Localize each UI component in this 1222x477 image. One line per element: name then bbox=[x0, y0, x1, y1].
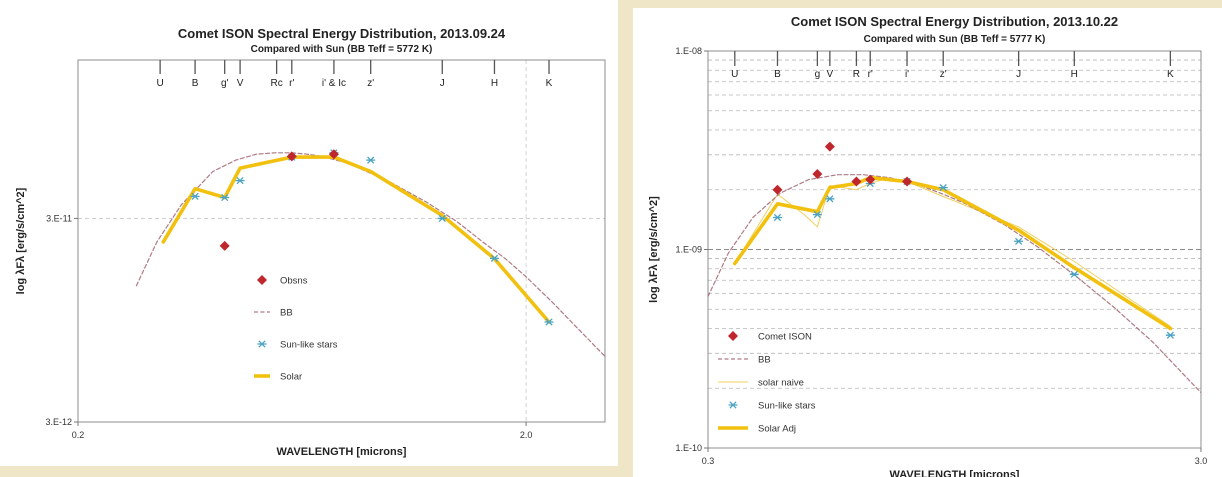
series-sun-like-stars-point bbox=[190, 192, 200, 200]
series-bb-line bbox=[708, 174, 1201, 394]
plot-group bbox=[135, 149, 605, 357]
legend-swatch-obsns bbox=[257, 275, 267, 285]
chart-title: Comet ISON Spectral Energy Distribution,… bbox=[791, 14, 1118, 29]
plot-group bbox=[708, 141, 1201, 394]
series-sun-like-stars-point bbox=[772, 213, 782, 222]
legend-label-solar: Solar bbox=[280, 372, 302, 383]
series-bb-line bbox=[135, 152, 605, 357]
chart-subtitle: Compared with Sun (BB Teff = 5772 K) bbox=[251, 44, 433, 55]
series-sun-like-stars-point bbox=[220, 193, 230, 202]
y-tick-label: 1.E-10 bbox=[675, 443, 702, 453]
series-comet-ison-point bbox=[865, 174, 876, 185]
plot-area bbox=[77, 59, 606, 423]
legend-label-sun-like-stars: Sun-like stars bbox=[758, 401, 816, 412]
y-tick-label: 3.E-11 bbox=[46, 213, 72, 223]
y-tick-label: 3.E-12 bbox=[45, 417, 72, 427]
chart-panel-left: Comet ISON Spectral Energy Distribution,… bbox=[0, 0, 618, 466]
band-label-v: V bbox=[237, 78, 244, 89]
chart-title: Comet ISON Spectral Energy Distribution,… bbox=[178, 26, 506, 41]
band-label-z: z' bbox=[940, 69, 947, 80]
legend-label-bb: BB bbox=[758, 355, 771, 366]
band-label-b: B bbox=[774, 69, 781, 80]
x-tick-label: 2.0 bbox=[520, 430, 533, 440]
x-tick-label: 3.0 bbox=[1195, 456, 1208, 466]
band-label-k: K bbox=[1167, 69, 1174, 80]
legend-label-bb: BB bbox=[280, 308, 293, 319]
band-label-u: U bbox=[157, 78, 164, 89]
y-tick-label: 1.E-09 bbox=[675, 245, 702, 255]
legend-label-obsns: Obsns bbox=[280, 276, 308, 287]
legend-swatch-comet-ison bbox=[728, 331, 738, 341]
series-sun-like-stars-point bbox=[825, 195, 835, 203]
band-label-j: J bbox=[440, 78, 445, 89]
series-sun-like-stars-point bbox=[1165, 331, 1175, 339]
legend: Comet ISON BB solar naive Sun-like stars Sol… bbox=[718, 331, 816, 435]
series-sun-like-stars-point bbox=[235, 177, 245, 185]
band-label-rc: Rc bbox=[271, 78, 283, 89]
chart-left: Comet ISON Spectral Energy Distribution,… bbox=[15, 26, 606, 458]
band-label-j: J bbox=[1016, 69, 1021, 80]
x-axis-label: WAVELENGTH [microns] bbox=[890, 469, 1020, 477]
series-solar-line bbox=[161, 155, 551, 324]
series-sun-like-stars-point bbox=[544, 318, 554, 326]
legend: Obsns BB Sun-like stars Solar bbox=[254, 275, 338, 383]
x-tick-label: 0.2 bbox=[72, 430, 85, 440]
band-label-g: g' bbox=[221, 78, 229, 89]
chart-right: Comet ISON Spectral Energy Distribution,… bbox=[648, 14, 1208, 477]
band-label-b: B bbox=[192, 78, 199, 89]
series-sun-like-stars-point bbox=[1069, 270, 1079, 278]
series-sun-like-stars-point bbox=[366, 156, 376, 164]
band-label-z: z' bbox=[367, 78, 374, 89]
legend-label-comet-ison: Comet ISON bbox=[758, 332, 812, 343]
band-label-u: U bbox=[731, 69, 738, 80]
chart-subtitle: Compared with Sun (BB Teff = 5777 K) bbox=[864, 34, 1046, 45]
y-axis-label: log λFλ [erg/s/cm^2] bbox=[15, 187, 27, 294]
band-label-r: r' bbox=[289, 78, 294, 89]
series-sun-like-stars-point bbox=[1014, 237, 1024, 245]
legend-swatch-sun-like-stars bbox=[728, 401, 738, 409]
series-comet-ison-point bbox=[824, 141, 835, 152]
band-label-r: R bbox=[853, 69, 860, 80]
series-comet-ison-point bbox=[902, 176, 913, 187]
band-label-i-ic: i' & Ic bbox=[322, 78, 346, 89]
band-label-v: V bbox=[827, 69, 834, 80]
series-comet-ison-point bbox=[812, 169, 823, 180]
series-comet-ison-point bbox=[772, 184, 783, 195]
chart-panel-right: Comet ISON Spectral Energy Distribution,… bbox=[633, 8, 1222, 477]
band-label-i: i' bbox=[905, 69, 909, 80]
band-label-h: H bbox=[1071, 69, 1078, 80]
series-obsns-point bbox=[286, 151, 297, 162]
series-sun-like-stars-point bbox=[812, 210, 822, 219]
legend-label-solar-adj: Solar Adj bbox=[758, 424, 796, 435]
series-obsns-point bbox=[328, 149, 339, 160]
series-sun-like-stars-point bbox=[437, 214, 447, 223]
x-axis-label: WAVELENGTH [microns] bbox=[277, 446, 407, 458]
band-label-r: r' bbox=[868, 69, 873, 80]
series-sun-like-stars-point bbox=[489, 254, 499, 262]
band-label-h: H bbox=[491, 78, 498, 89]
legend-swatch-sun-like-stars bbox=[257, 340, 267, 348]
legend-label-sun-like-stars: Sun-like stars bbox=[280, 340, 338, 351]
series-obsns-point bbox=[219, 240, 230, 251]
band-label-k: K bbox=[546, 78, 553, 89]
y-tick-label: 1.E-08 bbox=[675, 46, 702, 56]
series-comet-ison-point bbox=[851, 176, 862, 187]
x-tick-label: 0.3 bbox=[702, 456, 715, 466]
band-label-g: g bbox=[815, 69, 821, 80]
series-solar-naive-line bbox=[734, 177, 1171, 327]
y-axis-label: log λFλ [erg/s/cm^2] bbox=[648, 196, 660, 303]
series-sun-like-stars-point bbox=[938, 184, 948, 192]
legend-label-solar-naive: solar naive bbox=[758, 378, 804, 389]
